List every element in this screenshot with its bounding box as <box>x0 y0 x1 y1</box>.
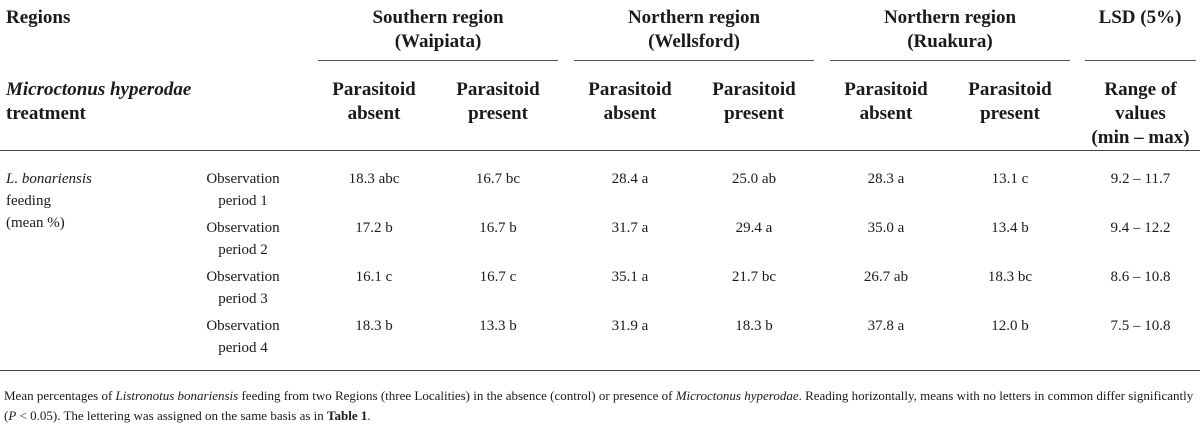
period-label: Observation period 1 <box>206 171 280 209</box>
table-cell: 21.7 bc <box>731 269 777 285</box>
range-cell: 9.2 – 11.7 <box>1110 171 1171 187</box>
table-cell: 29.4 a <box>735 220 773 236</box>
group-header-line1: Northern region <box>627 7 761 28</box>
group-header-line1: Northern region <box>883 7 1017 28</box>
range-cell: 8.6 – 10.8 <box>1110 269 1171 285</box>
subcol-header: Parasitoid present <box>712 79 796 124</box>
period-label: Observation period 4 <box>206 318 280 356</box>
group-rule <box>574 60 814 61</box>
group-header-line2: (Waipiata) <box>394 31 482 52</box>
row-label: L. bonariensis feeding (mean %) <box>6 168 92 234</box>
row-label-line2: feeding <box>6 193 51 209</box>
subcol-header: Parasitoid present <box>968 79 1052 124</box>
table-cell: 26.7 ab <box>863 269 909 285</box>
period-label: Observation period 2 <box>206 220 280 258</box>
table-cell: 16.7 bc <box>475 171 521 187</box>
table-cell: 17.2 b <box>355 220 393 236</box>
subcol-header: Parasitoid absent <box>332 79 416 124</box>
treatment-species: Microctonus hyperodae <box>6 79 192 100</box>
subcol-header: Parasitoid absent <box>588 79 672 124</box>
subcol-header: Parasitoid absent <box>844 79 928 124</box>
regions-header: Regions <box>6 7 71 28</box>
subcol-header: Parasitoid present <box>456 79 540 124</box>
table-caption: Mean percentages of Listronotus bonarien… <box>4 388 1194 423</box>
group-header-wellsford: Northern region (Wellsford) <box>574 6 814 54</box>
row-label-line3: (mean %) <box>6 215 65 231</box>
treatment-header: Microctonus hyperodae treatment <box>6 78 191 126</box>
table-cell: 25.0 ab <box>731 171 777 187</box>
group-header-ruakura: Northern region (Ruakura) <box>830 6 1070 54</box>
table-cell: 12.0 b <box>991 318 1029 334</box>
group-header-line2: (Ruakura) <box>907 31 993 52</box>
table-cell: 31.9 a <box>611 318 649 334</box>
table-cell: 16.1 c <box>355 269 393 285</box>
table-cell: 13.4 b <box>991 220 1029 236</box>
range-cell: 9.4 – 12.2 <box>1110 220 1171 236</box>
table-cell: 28.3 a <box>867 171 905 187</box>
row-label-species: L. bonariensis <box>6 171 92 187</box>
table-cell: 37.8 a <box>867 318 905 334</box>
group-header-line1: Southern region <box>372 7 504 28</box>
table-cell: 16.7 c <box>479 269 517 285</box>
table-cell: 13.1 c <box>991 171 1029 187</box>
table-cell: 18.3 bc <box>987 269 1033 285</box>
treatment-label: treatment <box>6 103 86 124</box>
table-cell: 35.0 a <box>867 220 905 236</box>
table-cell: 18.3 abc <box>348 171 400 187</box>
group-header-line2: (Wellsford) <box>648 31 740 52</box>
table-cell: 18.3 b <box>355 318 393 334</box>
header-bottom-rule <box>0 150 1200 151</box>
period-label: Observation period 3 <box>206 269 280 307</box>
group-header-waipiata: Southern region (Waipiata) <box>318 6 558 54</box>
group-rule <box>1085 60 1196 61</box>
table-cell: 16.7 b <box>479 220 517 236</box>
table-cell: 35.1 a <box>611 269 649 285</box>
table-cell: 13.3 b <box>479 318 517 334</box>
group-rule <box>318 60 558 61</box>
lsd-header: LSD (5%) <box>1098 7 1182 28</box>
table-cell: 31.7 a <box>611 220 649 236</box>
table-bottom-rule <box>0 370 1200 371</box>
range-cell: 7.5 – 10.8 <box>1110 318 1171 334</box>
group-rule <box>830 60 1070 61</box>
table-cell: 28.4 a <box>611 171 649 187</box>
table-cell: 18.3 b <box>735 318 773 334</box>
range-header: Range of values (min – max) <box>1091 79 1190 148</box>
